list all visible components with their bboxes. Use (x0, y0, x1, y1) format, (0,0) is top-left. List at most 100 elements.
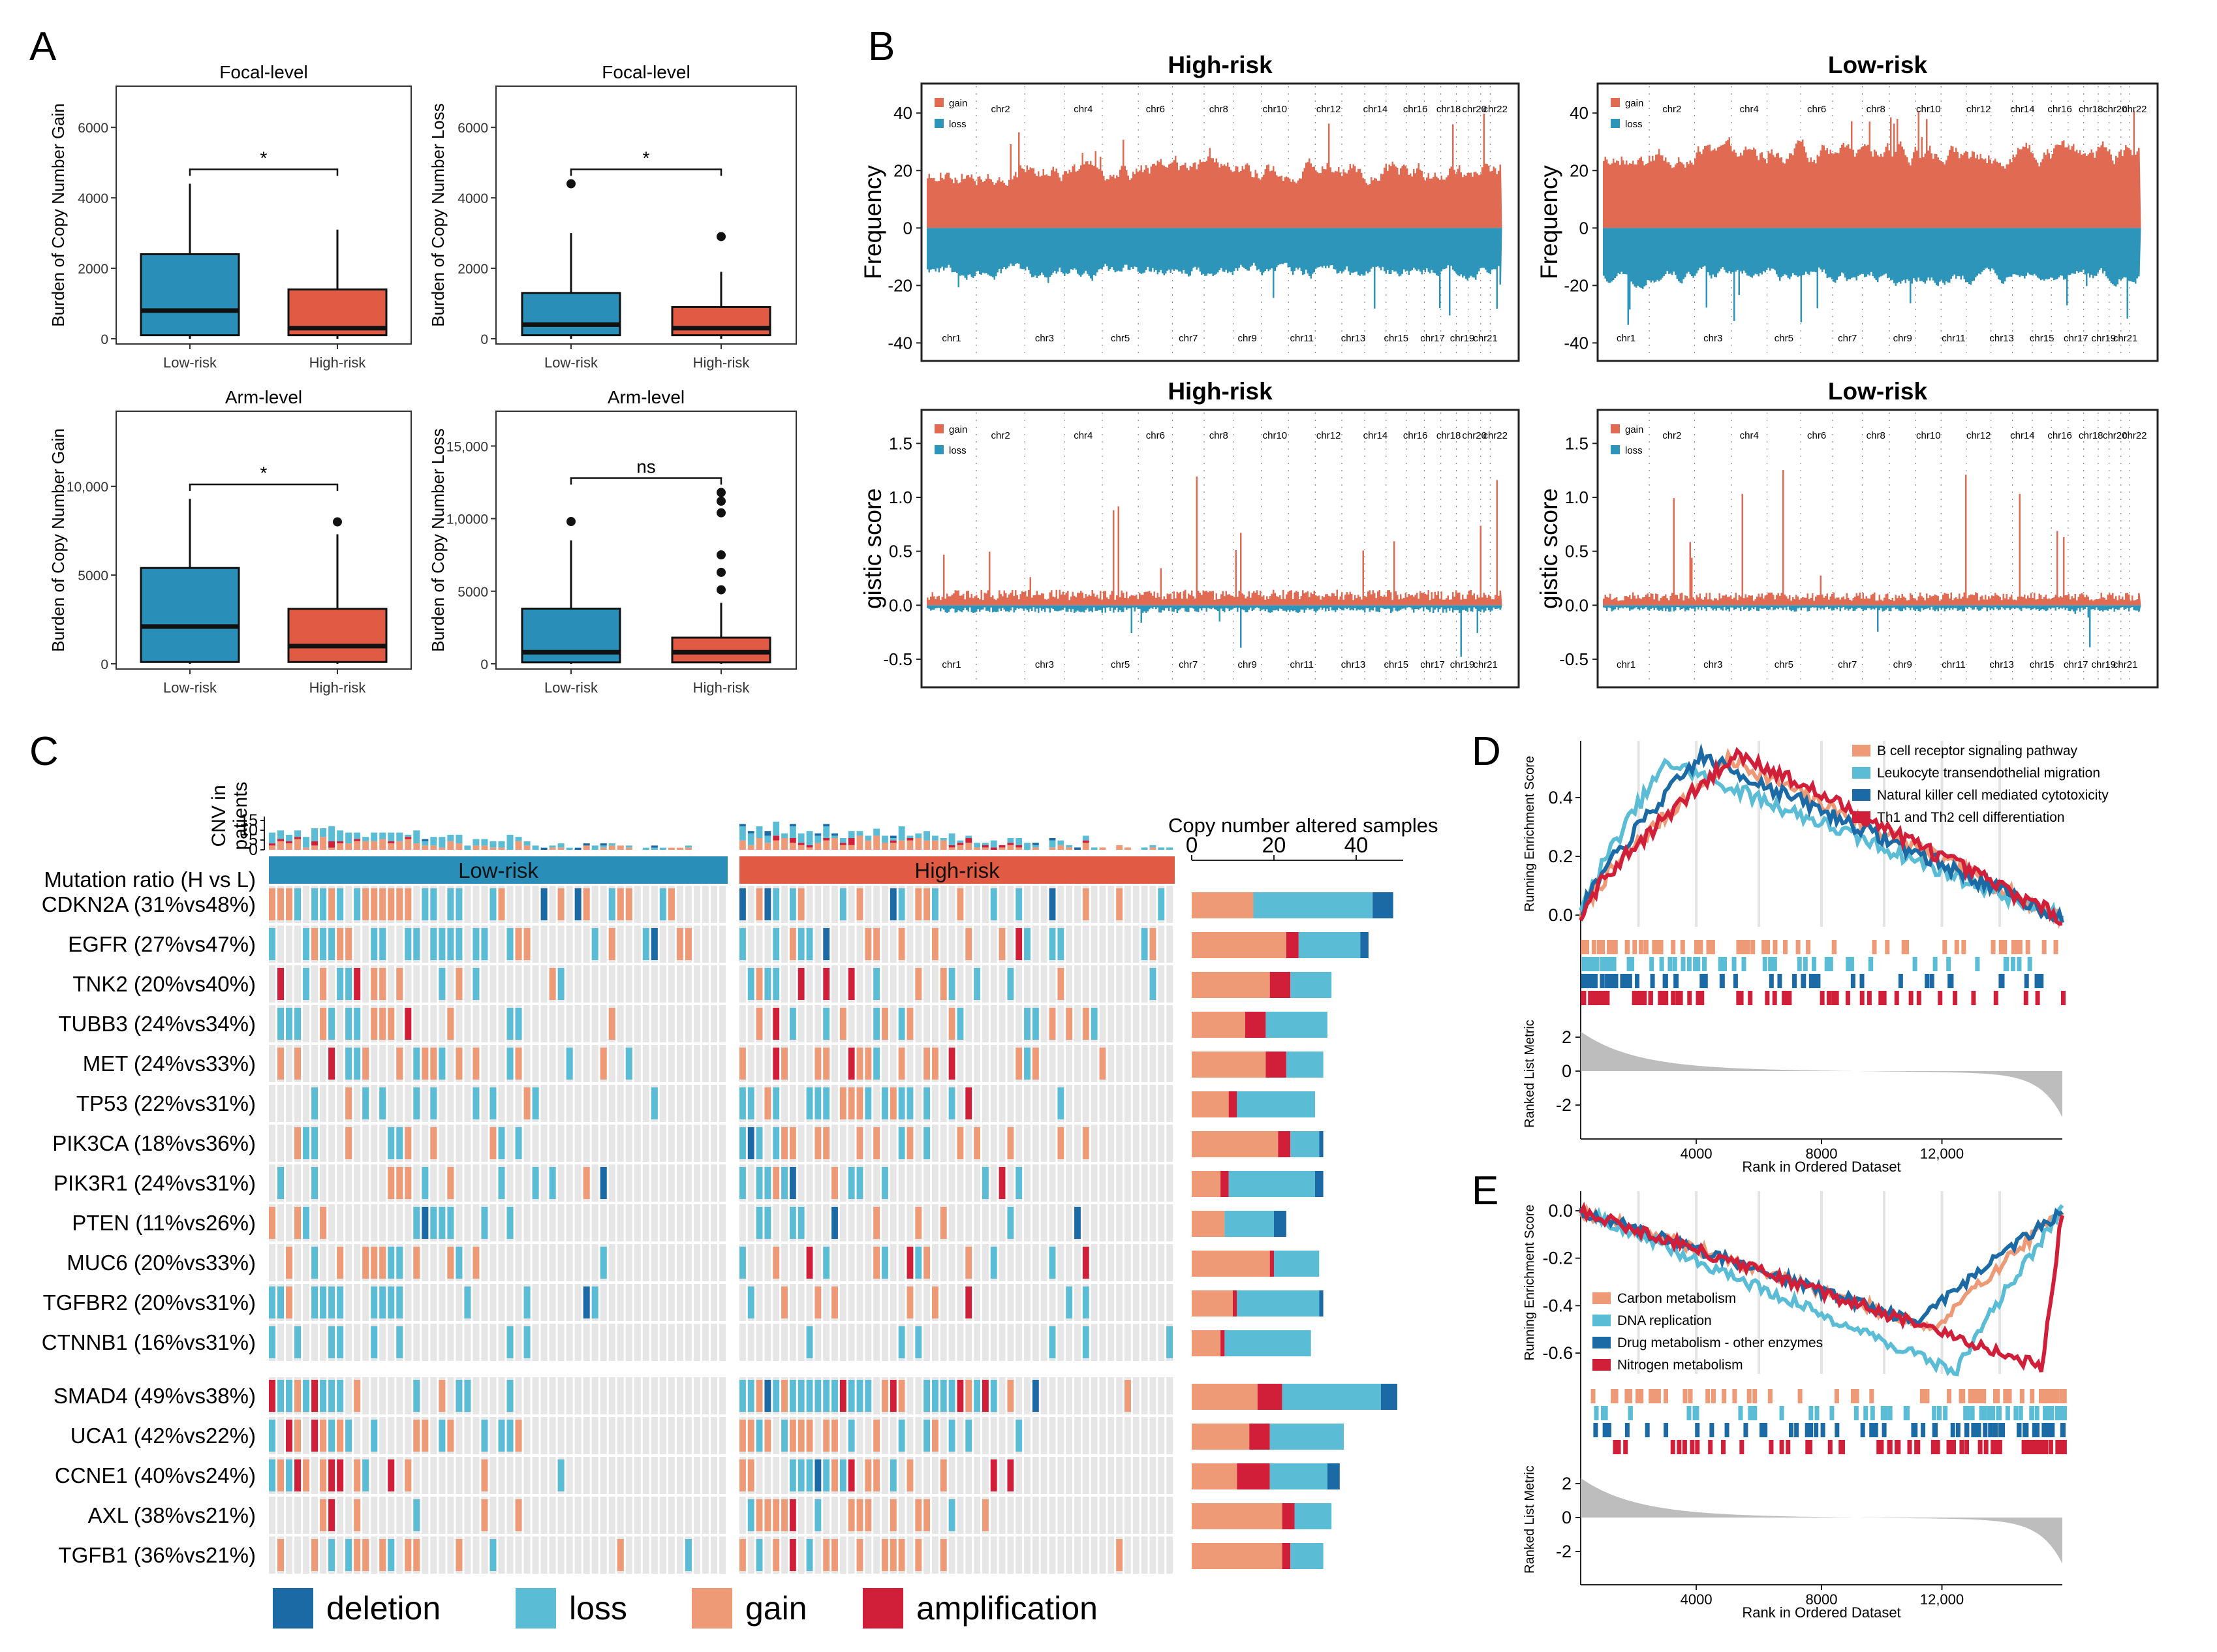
oncoprint-cell (1082, 1085, 1089, 1122)
oncoprint-cell (668, 1497, 675, 1534)
oncoprint-cell (1132, 965, 1140, 1003)
y-tick-label: -0.5 (883, 649, 912, 669)
gene-hit-tick (1797, 1389, 1803, 1403)
oncoprint-alteration (489, 1087, 497, 1119)
gene-hit-tick (2000, 974, 2005, 988)
gene-hit-tick (1782, 991, 1787, 1005)
oncoprint-cell (1074, 1045, 1081, 1082)
oncoprint-cell (600, 1204, 607, 1241)
oncoprint-cell (1049, 1284, 1056, 1321)
cnv-stacked-bar (651, 845, 658, 848)
gene-hit-tick (1711, 1389, 1716, 1403)
oncoprint-alteration (371, 1008, 378, 1040)
oncoprint-alteration (940, 1539, 947, 1571)
metric-tick-label: 2 (1562, 1027, 1572, 1047)
oncoprint-cell (600, 1324, 607, 1361)
oncoprint-alteration (413, 928, 420, 960)
legend-loss-swatch (935, 445, 944, 454)
oncoprint-cell (856, 1324, 863, 1361)
altered-samples-bar (1192, 1463, 1237, 1489)
loss-series (927, 228, 1502, 316)
oncoprint-cell (422, 926, 429, 963)
gene-hit-tick (1896, 1440, 1901, 1454)
altered-samples-bar (1237, 1463, 1270, 1489)
oncoprint-alteration (823, 968, 830, 1000)
cnv-stacked-bar (999, 847, 1006, 850)
oncoprint-cell (405, 1377, 412, 1414)
oncoprint-cell (940, 1244, 947, 1281)
oncoprint-alteration (277, 968, 285, 1000)
oncoprint-alteration (481, 1207, 488, 1239)
oncoprint-alteration (489, 1539, 497, 1571)
cnv-axis-tick-label: 0 (249, 841, 258, 859)
oncoprint-cell (659, 1457, 666, 1494)
oncoprint-cell (719, 965, 726, 1003)
oncoprint-alteration (311, 1167, 318, 1199)
oncoprint-cell (1040, 1284, 1047, 1321)
oncoprint-alteration (430, 1127, 437, 1159)
oncoprint-cell (642, 1085, 649, 1122)
oncoprint-alteration (856, 1087, 863, 1119)
oncoprint-alteration (823, 1048, 830, 1080)
oncoprint-cell (1149, 1164, 1156, 1202)
oncoprint-alteration (1082, 888, 1089, 920)
oncoprint-cell (702, 965, 709, 1003)
cnv-stacked-bar (965, 838, 972, 843)
oncoprint-alteration (890, 1087, 897, 1119)
oncoprint-cell (523, 1045, 531, 1082)
oncoprint-alteration (848, 1459, 855, 1491)
oncoprint-alteration (798, 1420, 805, 1452)
oncoprint-alteration (294, 1420, 302, 1452)
oncoprint-cell (1091, 1497, 1098, 1534)
oncoprint-cell (456, 1164, 463, 1202)
gene-hit-tick (1591, 991, 1596, 1005)
oncoprint-cell (1166, 1417, 1173, 1454)
oncoprint-alteration (739, 1247, 746, 1279)
cnv-stacked-bar (396, 832, 403, 841)
oncoprint-alteration (789, 1008, 796, 1040)
altered-samples-bar (1237, 1091, 1315, 1117)
oncoprint-cell (617, 926, 624, 963)
oncoprint-cell (600, 1497, 607, 1534)
gene-hit-tick (2048, 1440, 2053, 1454)
gene-hit-tick (1808, 974, 1814, 988)
oncoprint-cell (990, 1204, 997, 1241)
cnv-stacked-bar (1158, 847, 1165, 850)
oncoprint-cell (566, 1284, 573, 1321)
oncoprint-alteration (277, 1539, 285, 1571)
altered-samples-bar (1224, 1211, 1274, 1237)
oncoprint-cell (676, 1005, 683, 1042)
chromosome-label-bottom: chr7 (1838, 333, 1857, 344)
oncoprint-cell (583, 1417, 590, 1454)
oncoprint-cell (764, 1045, 771, 1082)
oncoprint-cell (269, 1125, 276, 1162)
oncoprint-cell (634, 1457, 641, 1494)
gene-hit-tick (1953, 991, 1958, 1005)
gene-hit-tick (2032, 1423, 2037, 1437)
oncoprint-cell (1057, 1457, 1064, 1494)
oncoprint-cell (1049, 1125, 1056, 1162)
oncoprint-cell (719, 1417, 726, 1454)
legend-gain-swatch (1611, 424, 1620, 433)
gene-hit-tick (1632, 940, 1637, 954)
oncoprint-cell (1099, 886, 1106, 923)
oncoprint-cell (957, 1457, 964, 1494)
oncoprint-cell (371, 1045, 378, 1082)
cnv-stacked-bar (1007, 838, 1014, 843)
cnv-stacked-bar (1007, 843, 1014, 845)
gene-hit-tick (1602, 1423, 1607, 1437)
oncoprint-cell (702, 1457, 709, 1494)
oncoprint-cell (506, 965, 514, 1003)
oncoprint-cell (1124, 1244, 1131, 1281)
gene-hit-tick (1951, 1440, 1956, 1454)
oncoprint-cell (1007, 1417, 1014, 1454)
cnv-stacked-bar (1015, 845, 1023, 848)
oncoprint-alteration (320, 1499, 327, 1531)
gene-hit-tick (1970, 1406, 1975, 1420)
es-axis-label: Running Enrichment Score (1523, 1204, 1537, 1360)
oncoprint-cell (1024, 1377, 1031, 1414)
oncoprint-cell (1024, 1125, 1031, 1162)
oncoprint-cell (907, 1324, 914, 1361)
oncoprint-alteration (523, 1326, 531, 1358)
